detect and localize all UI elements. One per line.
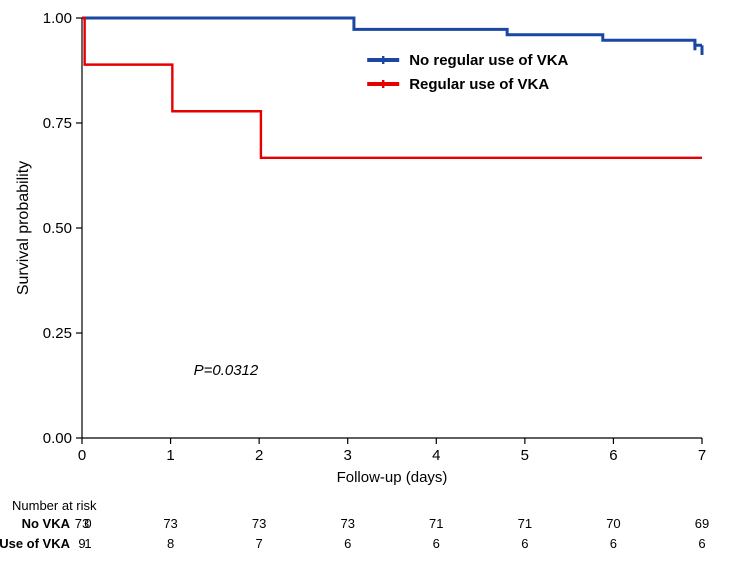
p-value: P=0.0312 (194, 362, 259, 379)
x-tick-label: 4 (432, 447, 440, 464)
risk-cell: 69 (695, 516, 709, 531)
x-tick-label: 6 (609, 447, 617, 464)
risk-cell: 70 (606, 516, 620, 531)
y-tick-label: 0.75 (43, 115, 72, 132)
y-tick-label: 1.00 (43, 10, 72, 27)
x-tick-label: 3 (344, 447, 352, 464)
risk-cell: 71 (518, 516, 532, 531)
risk-cell: 6 (698, 536, 705, 551)
risk-cell: 6 (610, 536, 617, 551)
y-tick-label: 0.50 (43, 220, 72, 237)
series-no-vka (82, 18, 702, 45)
legend-label: No regular use of VKA (409, 52, 568, 69)
x-tick-label: 5 (521, 447, 529, 464)
x-tick-label: 2 (255, 447, 263, 464)
risk-cell: 6 (521, 536, 528, 551)
risk-cell: 7 (256, 536, 263, 551)
x-tick-label: 0 (78, 447, 86, 464)
risk-cell: 6 (433, 536, 440, 551)
risk-cell: 73 (340, 516, 354, 531)
y-tick-label: 0.00 (43, 430, 72, 447)
x-axis-label: Follow-up (days) (337, 469, 448, 486)
legend-label: Regular use of VKA (409, 76, 549, 93)
km-svg: 0.00 0.25 0.50 0.75 1.00 0 1 2 3 4 5 6 7 Follow-up (d… (0, 0, 733, 566)
risk-cell: 73 (163, 516, 177, 531)
risk-cell: 71 (429, 516, 443, 531)
x-tick-label: 1 (166, 447, 174, 464)
x-tick-label: 7 (698, 447, 706, 464)
risk-cell: 6 (344, 536, 351, 551)
y-axis-label: Survival probability (15, 161, 32, 295)
risk-row-label: No VKA (22, 516, 71, 531)
risk-cell: 73 (252, 516, 266, 531)
risk-row-label: Use of VKA (0, 536, 71, 551)
km-chart: 0.00 0.25 0.50 0.75 1.00 0 1 2 3 4 5 6 7 Follow-up (d… (0, 0, 733, 566)
risk-table-title: Number at risk (12, 498, 97, 513)
risk-cell: 73 (75, 516, 89, 531)
y-tick-label: 0.25 (43, 325, 72, 342)
risk-cell: 8 (167, 536, 174, 551)
risk-cell: 9 (78, 536, 85, 551)
